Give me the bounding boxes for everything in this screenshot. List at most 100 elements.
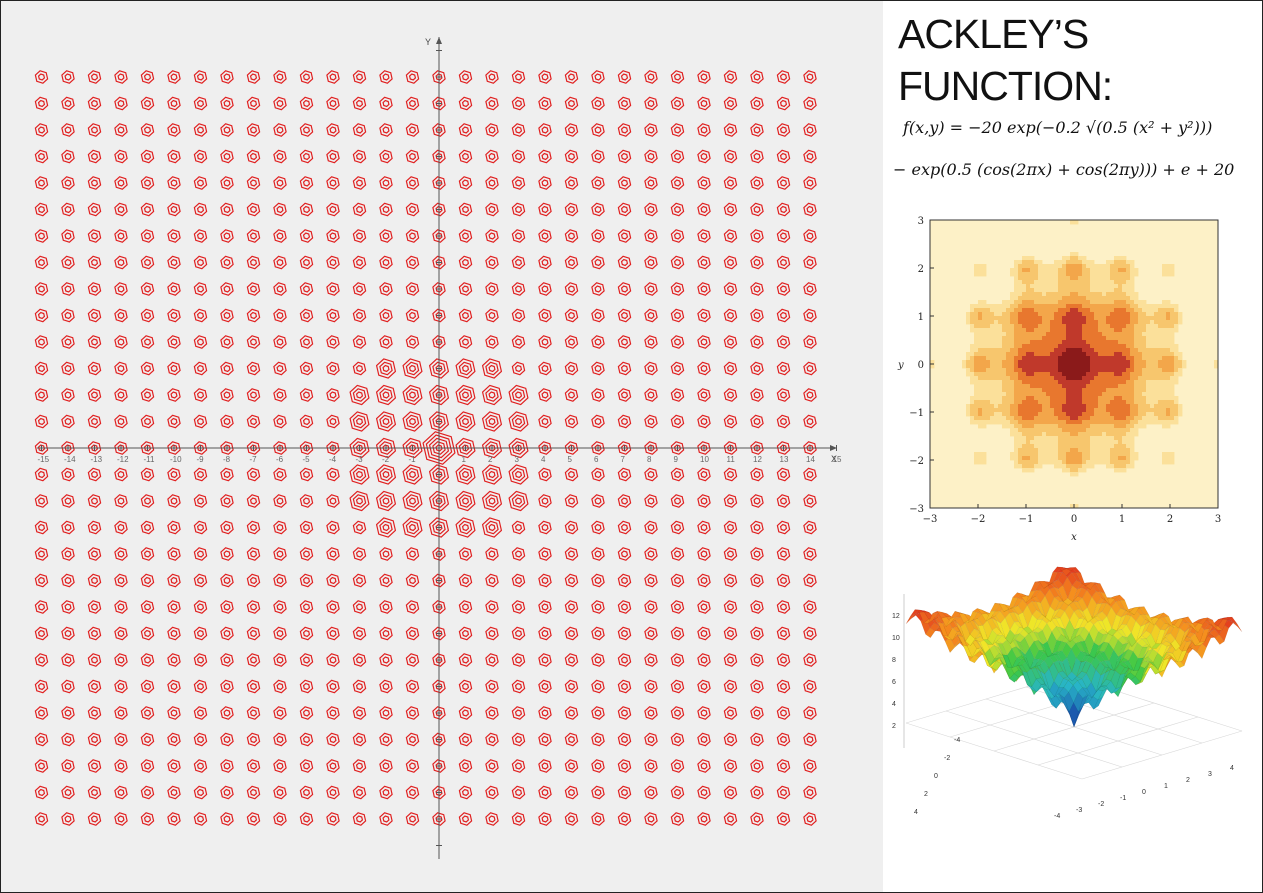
contour-cell	[405, 626, 420, 641]
contour-line	[481, 517, 503, 538]
contour-cell	[970, 372, 975, 377]
contour-cell	[1014, 312, 1019, 317]
contour-line	[485, 494, 499, 508]
filled-contours	[930, 220, 1219, 509]
contour-cell	[1066, 376, 1071, 381]
contour-cell	[982, 420, 987, 425]
contour-cell	[1046, 388, 1051, 393]
contour-line	[249, 179, 258, 187]
contour-cell	[1026, 272, 1031, 277]
contour-cell	[1062, 440, 1067, 445]
contour-cell	[1102, 400, 1107, 405]
contour-line	[220, 282, 234, 296]
contour-cell	[1126, 368, 1131, 373]
contour-cell	[1130, 456, 1135, 461]
contour-cell	[422, 431, 456, 465]
contour-cell	[1166, 268, 1171, 273]
contour-line	[617, 812, 632, 826]
contour-cell	[1158, 312, 1163, 317]
contour-cell	[978, 384, 983, 389]
contour-cell	[776, 176, 791, 190]
contour-cell	[1050, 448, 1055, 453]
contour-line	[299, 785, 314, 800]
contour-cell	[1034, 460, 1039, 465]
contour-cell	[1058, 336, 1063, 341]
x-tick-label: 6	[594, 455, 599, 464]
contour-cell	[1050, 352, 1055, 357]
contour-line	[405, 679, 420, 694]
contour-cell	[1150, 336, 1155, 341]
contour-line	[405, 706, 420, 720]
contour-cell	[723, 414, 738, 429]
contour-cell	[1154, 356, 1159, 361]
contour-cell	[1114, 440, 1119, 445]
contour-cell	[61, 414, 75, 429]
contour-cell	[508, 490, 529, 512]
contour-line	[167, 282, 181, 296]
contour-cell	[87, 176, 102, 190]
contour-line	[167, 812, 181, 826]
contour-cell	[1114, 396, 1119, 401]
contour-cell	[352, 600, 367, 614]
contour-line	[620, 815, 629, 823]
contour-line	[723, 282, 738, 296]
contour-line	[753, 709, 761, 717]
contour-cell	[1062, 352, 1067, 357]
contour-cell	[1038, 440, 1043, 445]
contour-line	[461, 576, 470, 585]
contour-cell	[1058, 276, 1063, 281]
contour-cell	[1102, 404, 1107, 409]
contour-cell	[1006, 380, 1011, 385]
contour-cell	[1038, 420, 1043, 425]
contour-cell	[1098, 356, 1103, 361]
contour-cell	[1154, 316, 1159, 321]
contour-line	[753, 364, 761, 373]
contour-cell	[1162, 452, 1167, 457]
contour-line	[90, 550, 99, 558]
contour-cell	[1122, 364, 1127, 369]
contour-cell	[1122, 436, 1127, 441]
contour-cell	[564, 96, 579, 111]
contour-line	[644, 70, 658, 84]
contour-cell	[1058, 392, 1063, 397]
contour-line	[567, 99, 576, 108]
contour-cell	[61, 335, 75, 349]
contour-cell	[402, 437, 423, 459]
contour-cell	[1078, 468, 1083, 473]
contour-line	[776, 96, 791, 111]
contour-line	[567, 258, 576, 267]
contour-cell	[776, 547, 791, 561]
contour-cell	[1098, 292, 1103, 297]
contour-cell	[1126, 284, 1131, 289]
contour-cell	[1066, 264, 1071, 269]
contour-cell	[1010, 404, 1015, 409]
contour-line	[405, 547, 420, 561]
contour-cell	[1110, 336, 1115, 341]
contour-line	[302, 232, 311, 240]
contour-cell	[1046, 396, 1051, 401]
contour-line	[806, 258, 814, 267]
contour-line	[779, 152, 788, 161]
contour-cell	[1078, 368, 1083, 373]
contour-line	[167, 732, 181, 747]
contour-cell	[1114, 348, 1119, 353]
contour-line	[223, 470, 231, 479]
contour-cell	[379, 96, 393, 111]
contour-cell	[1022, 276, 1027, 281]
contour-cell	[167, 600, 181, 614]
contour-cell	[1062, 452, 1067, 457]
contour-line	[408, 523, 417, 532]
contour-cell	[982, 272, 987, 277]
contour-cell	[1098, 388, 1103, 393]
contour-line	[382, 629, 390, 638]
contour-cell	[485, 308, 499, 323]
contour-cell	[379, 732, 393, 747]
contour-line	[170, 338, 178, 346]
contour-line	[670, 414, 685, 429]
contour-line	[196, 126, 205, 134]
contour-cell	[405, 229, 420, 243]
contour-line	[64, 417, 72, 426]
contour-cell	[432, 679, 446, 694]
contour-cell	[564, 441, 579, 455]
contour-cell	[167, 626, 181, 641]
